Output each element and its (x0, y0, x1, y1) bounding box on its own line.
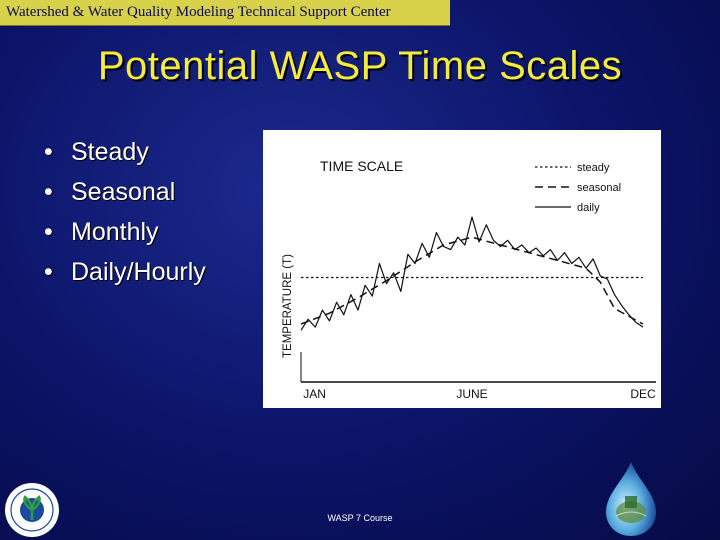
series-line-seasonal (300, 236, 644, 325)
bullet-item-daily-hourly: • Daily/Hourly (44, 252, 206, 292)
bullet-marker: • (44, 178, 53, 206)
chart-legend: steady seasonal daily (535, 162, 621, 214)
bullet-item-monthly: • Monthly (44, 212, 206, 252)
bullet-text: Steady (71, 138, 149, 166)
legend-label-daily: daily (577, 202, 600, 214)
time-scale-chart: TIME SCALE TEMPERATURE (T) steady seasona… (263, 130, 661, 408)
slide-title: Potential WASP Time Scales (97, 44, 623, 88)
bullet-marker: • (44, 258, 53, 286)
x-tick-label-june: JUNE (456, 387, 487, 401)
bullet-item-seasonal: • Seasonal (44, 172, 206, 212)
bullet-text: Seasonal (71, 178, 176, 206)
bullet-text: Daily/Hourly (71, 258, 206, 286)
bullet-marker: • (44, 138, 53, 166)
legend-label-seasonal: seasonal (577, 182, 621, 194)
series-line-daily (300, 216, 644, 331)
footer-course-label: WASP 7 Course (327, 513, 393, 523)
y-axis-label: TEMPERATURE (T) (282, 254, 294, 358)
header-bar: Watershed & Water Quality Modeling Techn… (0, 0, 450, 26)
bullet-item-steady: • Steady (44, 132, 206, 172)
series-layer (300, 216, 644, 331)
epa-seal-icon (5, 483, 59, 537)
x-tick-label-jan: JAN (303, 387, 326, 401)
x-tick-labels: JAN JUNE DEC (303, 387, 656, 401)
header-title: Watershed & Water Quality Modeling Techn… (6, 4, 391, 20)
x-tick-label-dec: DEC (630, 387, 656, 401)
bullet-list: • Steady • Seasonal • Monthly • Daily/Hourly (44, 132, 206, 292)
legend-label-steady: steady (577, 162, 610, 174)
chart-title: TIME SCALE (320, 158, 403, 174)
chart-svg: TIME SCALE TEMPERATURE (T) steady seasona… (282, 158, 656, 401)
water-drop-logo-icon (606, 462, 656, 536)
bullet-marker: • (44, 218, 53, 246)
bullet-text: Monthly (71, 218, 159, 246)
